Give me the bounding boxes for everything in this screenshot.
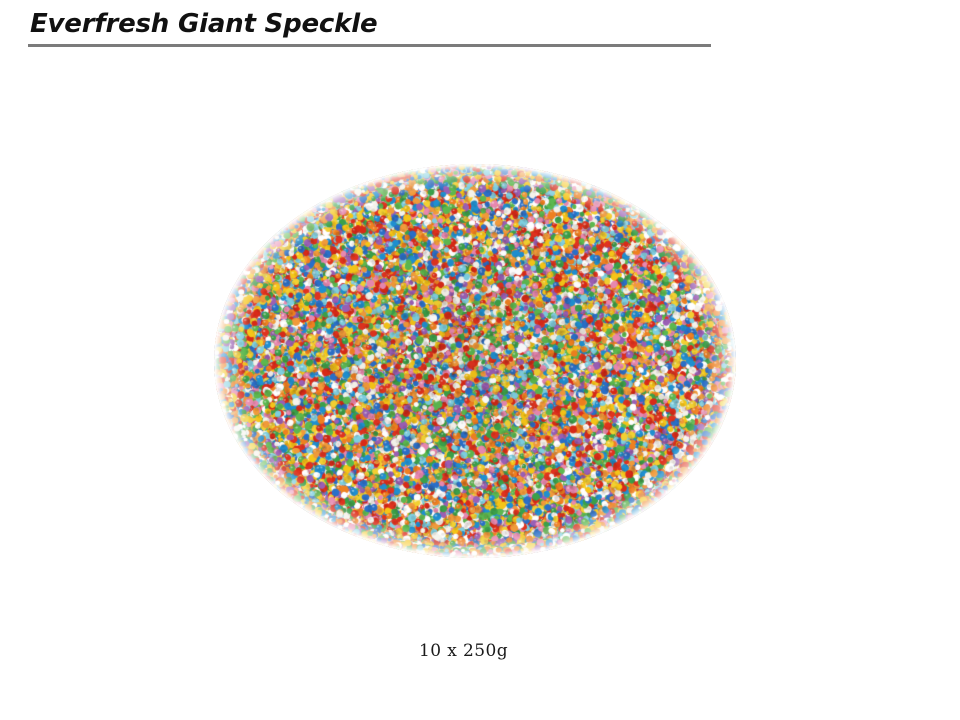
- sprinkle-canvas: [214, 164, 736, 558]
- title-block: Everfresh Giant Speckle: [0, 0, 960, 60]
- title-divider: [28, 44, 711, 47]
- product-caption: 10 x 250g: [419, 641, 508, 661]
- sprinkle-pile: [214, 164, 736, 558]
- product-image: [214, 164, 736, 558]
- page-title: Everfresh Giant Speckle: [30, 9, 378, 39]
